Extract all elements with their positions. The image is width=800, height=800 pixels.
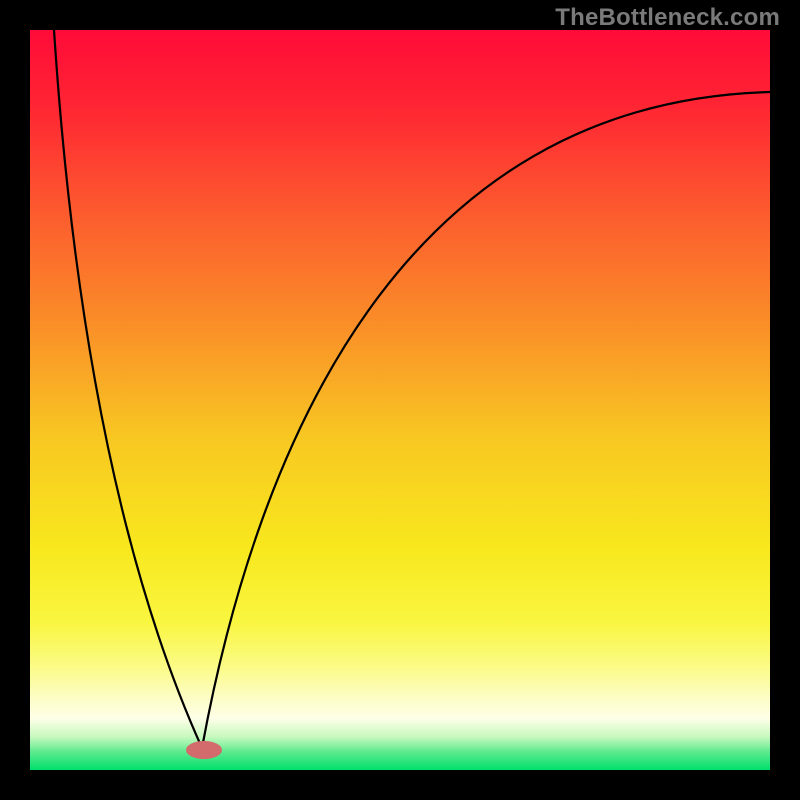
watermark-text: TheBottleneck.com xyxy=(555,4,780,32)
optimum-marker xyxy=(186,741,222,759)
bottleneck-chart xyxy=(0,0,800,800)
chart-container: TheBottleneck.com xyxy=(0,0,800,800)
plot-background xyxy=(30,30,770,770)
